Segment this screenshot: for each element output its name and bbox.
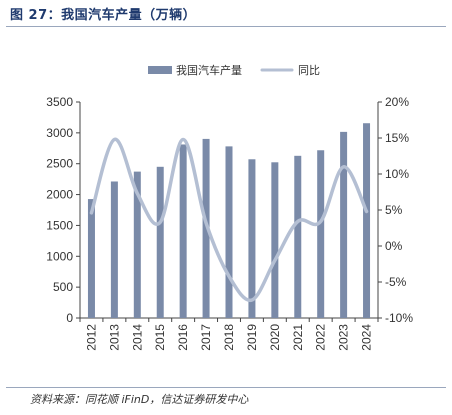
legend-bar-label: 我国汽车产量 xyxy=(176,63,242,77)
bar-2016 xyxy=(179,144,187,318)
x-tick-label: 2021 xyxy=(291,324,305,351)
y-right-tick-label: -5% xyxy=(385,275,407,289)
bar-2019 xyxy=(248,159,256,318)
legend-line-label: 同比 xyxy=(298,64,320,77)
bar-2021 xyxy=(294,155,302,318)
title-rule xyxy=(6,26,446,27)
bar-2024 xyxy=(363,123,371,319)
x-tick-label: 2017 xyxy=(199,324,213,351)
bar-2012 xyxy=(87,199,95,318)
y-right-tick-label: -10% xyxy=(385,311,413,325)
y-right-tick-label: 5% xyxy=(385,203,403,217)
y-left-tick-label: 1500 xyxy=(46,218,73,232)
source-note: 资料来源：同花顺 iFinD，信达证券研发中心 xyxy=(30,393,249,406)
x-tick-label: 2015 xyxy=(153,324,167,351)
figure-title: 图 27：我国汽车产量（万辆） xyxy=(10,8,197,23)
x-tick-label: 2024 xyxy=(360,324,374,351)
x-tick-label: 2022 xyxy=(314,324,328,351)
x-tick-label: 2013 xyxy=(107,324,121,351)
x-tick-label: 2018 xyxy=(222,324,236,351)
bar-2014 xyxy=(133,171,141,318)
bar-2018 xyxy=(225,146,233,318)
legend-bar-swatch xyxy=(148,66,172,74)
x-tick-label: 2020 xyxy=(268,324,282,351)
y-left-tick-label: 500 xyxy=(53,280,73,294)
y-left-tick-label: 1000 xyxy=(46,249,73,263)
bar-2015 xyxy=(156,166,164,318)
source-rule xyxy=(6,387,446,388)
x-tick-label: 2012 xyxy=(84,324,98,351)
y-right-tick-label: 0% xyxy=(385,239,403,253)
x-tick-label: 2016 xyxy=(176,324,190,351)
x-tick-label: 2014 xyxy=(130,324,144,351)
bar-2022 xyxy=(317,150,325,318)
bars xyxy=(87,123,371,319)
bar-2013 xyxy=(110,181,118,318)
y-left-tick-label: 2500 xyxy=(46,157,73,171)
legend: 我国汽车产量 同比 xyxy=(148,63,320,77)
y-left-tick-label: 3000 xyxy=(46,126,73,140)
yoy-line xyxy=(89,137,369,303)
bar-2020 xyxy=(271,162,279,318)
bar-2017 xyxy=(202,138,210,318)
x-tick-label: 2019 xyxy=(245,324,259,351)
y-left-tick-label: 3500 xyxy=(46,95,73,109)
y-right-tick-label: 20% xyxy=(385,95,409,109)
y-right-tick-label: 15% xyxy=(385,131,409,145)
y-left-tick-label: 2000 xyxy=(46,188,73,202)
y-left-tick-label: 0 xyxy=(66,311,73,325)
bar-2023 xyxy=(340,131,348,318)
tick-labels: 0 500 1000 1500 2000 2500 3000 3500 -10% -5% 0% 5% 1… xyxy=(46,95,413,351)
y-right-tick-label: 10% xyxy=(385,167,409,181)
x-tick-label: 2023 xyxy=(337,324,351,351)
